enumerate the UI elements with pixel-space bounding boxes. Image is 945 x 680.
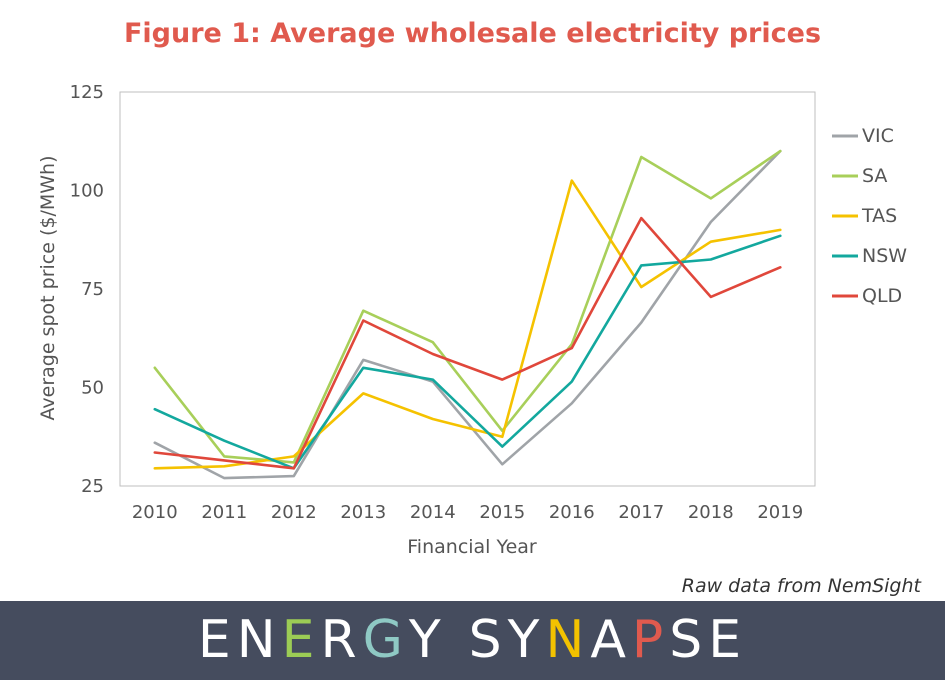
- x-tick-label: 2017: [618, 502, 664, 523]
- x-tick-label: 2013: [340, 502, 386, 523]
- legend-label-tas: TAS: [861, 205, 897, 227]
- logo-letter: N: [545, 610, 591, 670]
- logo-letter: E: [708, 610, 748, 670]
- y-axis-label: Average spot price ($/MWh): [37, 156, 59, 421]
- plot-area: [119, 91, 816, 487]
- x-tick-label: 2012: [271, 502, 317, 523]
- logo-letter: Y: [507, 610, 546, 670]
- logo-letter: E: [197, 610, 237, 670]
- figure-title: Figure 1: Average wholesale electricity …: [123, 18, 822, 49]
- x-tick-label: 2019: [757, 502, 803, 523]
- energy-synapse-logo: ENERGY SYNAPSE: [0, 601, 945, 680]
- legend-label-vic: VIC: [862, 125, 894, 147]
- logo-letter: P: [631, 610, 670, 670]
- y-tick-label: 100: [70, 181, 104, 202]
- series-line-nsw: [153, 234, 782, 470]
- logo-letter: R: [320, 610, 363, 670]
- x-tick-label: 2015: [479, 502, 525, 523]
- line-chart: 25 50 75 100 125 2010 2011 2012 2013 2014 2015 201…: [37, 82, 907, 558]
- legend-label-nsw: NSW: [862, 245, 907, 267]
- logo-letter: S: [669, 610, 709, 670]
- x-axis-label: Financial Year: [407, 536, 537, 558]
- series-line-tas: [153, 179, 782, 470]
- y-tick-label: 50: [81, 378, 104, 399]
- x-tick-label: 2018: [688, 502, 734, 523]
- logo-letter: A: [590, 610, 632, 670]
- x-tick-label: 2011: [201, 502, 247, 523]
- logo-letter: G: [362, 610, 409, 670]
- footer-banner: ENERGY SYNAPSE: [0, 601, 945, 680]
- logo-letter: E: [281, 610, 321, 670]
- x-tick-label: 2014: [410, 502, 456, 523]
- legend-label-qld: QLD: [862, 285, 902, 307]
- y-tick-label: 125: [70, 82, 104, 103]
- series-line-vic: [153, 149, 782, 480]
- x-tick-label: 2010: [132, 502, 178, 523]
- logo-letter: [447, 601, 469, 680]
- y-tick-label: 25: [81, 476, 104, 497]
- x-tick-label: 2016: [549, 502, 595, 523]
- logo-letter: Y: [408, 610, 447, 670]
- logo-letter: S: [468, 610, 508, 670]
- series-line-qld: [153, 216, 782, 470]
- series-line-sa: [153, 149, 782, 464]
- source-note: Raw data from NemSight: [681, 575, 921, 597]
- legend-label-sa: SA: [862, 165, 887, 187]
- y-tick-label: 75: [81, 279, 104, 300]
- logo-letter: N: [236, 610, 282, 670]
